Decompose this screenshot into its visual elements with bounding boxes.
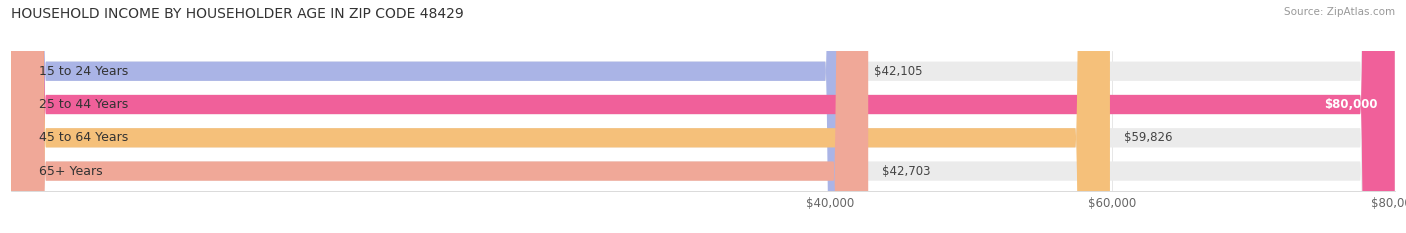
Text: Source: ZipAtlas.com: Source: ZipAtlas.com (1284, 7, 1395, 17)
Text: 15 to 24 Years: 15 to 24 Years (39, 65, 128, 78)
Text: $59,826: $59,826 (1123, 131, 1173, 144)
Text: $80,000: $80,000 (1324, 98, 1378, 111)
Text: $42,105: $42,105 (873, 65, 922, 78)
Text: 65+ Years: 65+ Years (39, 164, 103, 178)
FancyBboxPatch shape (11, 0, 1395, 233)
FancyBboxPatch shape (11, 0, 1395, 233)
FancyBboxPatch shape (11, 0, 1395, 233)
Text: HOUSEHOLD INCOME BY HOUSEHOLDER AGE IN ZIP CODE 48429: HOUSEHOLD INCOME BY HOUSEHOLDER AGE IN Z… (11, 7, 464, 21)
Text: $42,703: $42,703 (882, 164, 931, 178)
Text: 45 to 64 Years: 45 to 64 Years (39, 131, 128, 144)
Text: 25 to 44 Years: 25 to 44 Years (39, 98, 128, 111)
FancyBboxPatch shape (11, 0, 1395, 233)
FancyBboxPatch shape (11, 0, 869, 233)
FancyBboxPatch shape (11, 0, 860, 233)
FancyBboxPatch shape (11, 0, 1109, 233)
FancyBboxPatch shape (11, 0, 1395, 233)
